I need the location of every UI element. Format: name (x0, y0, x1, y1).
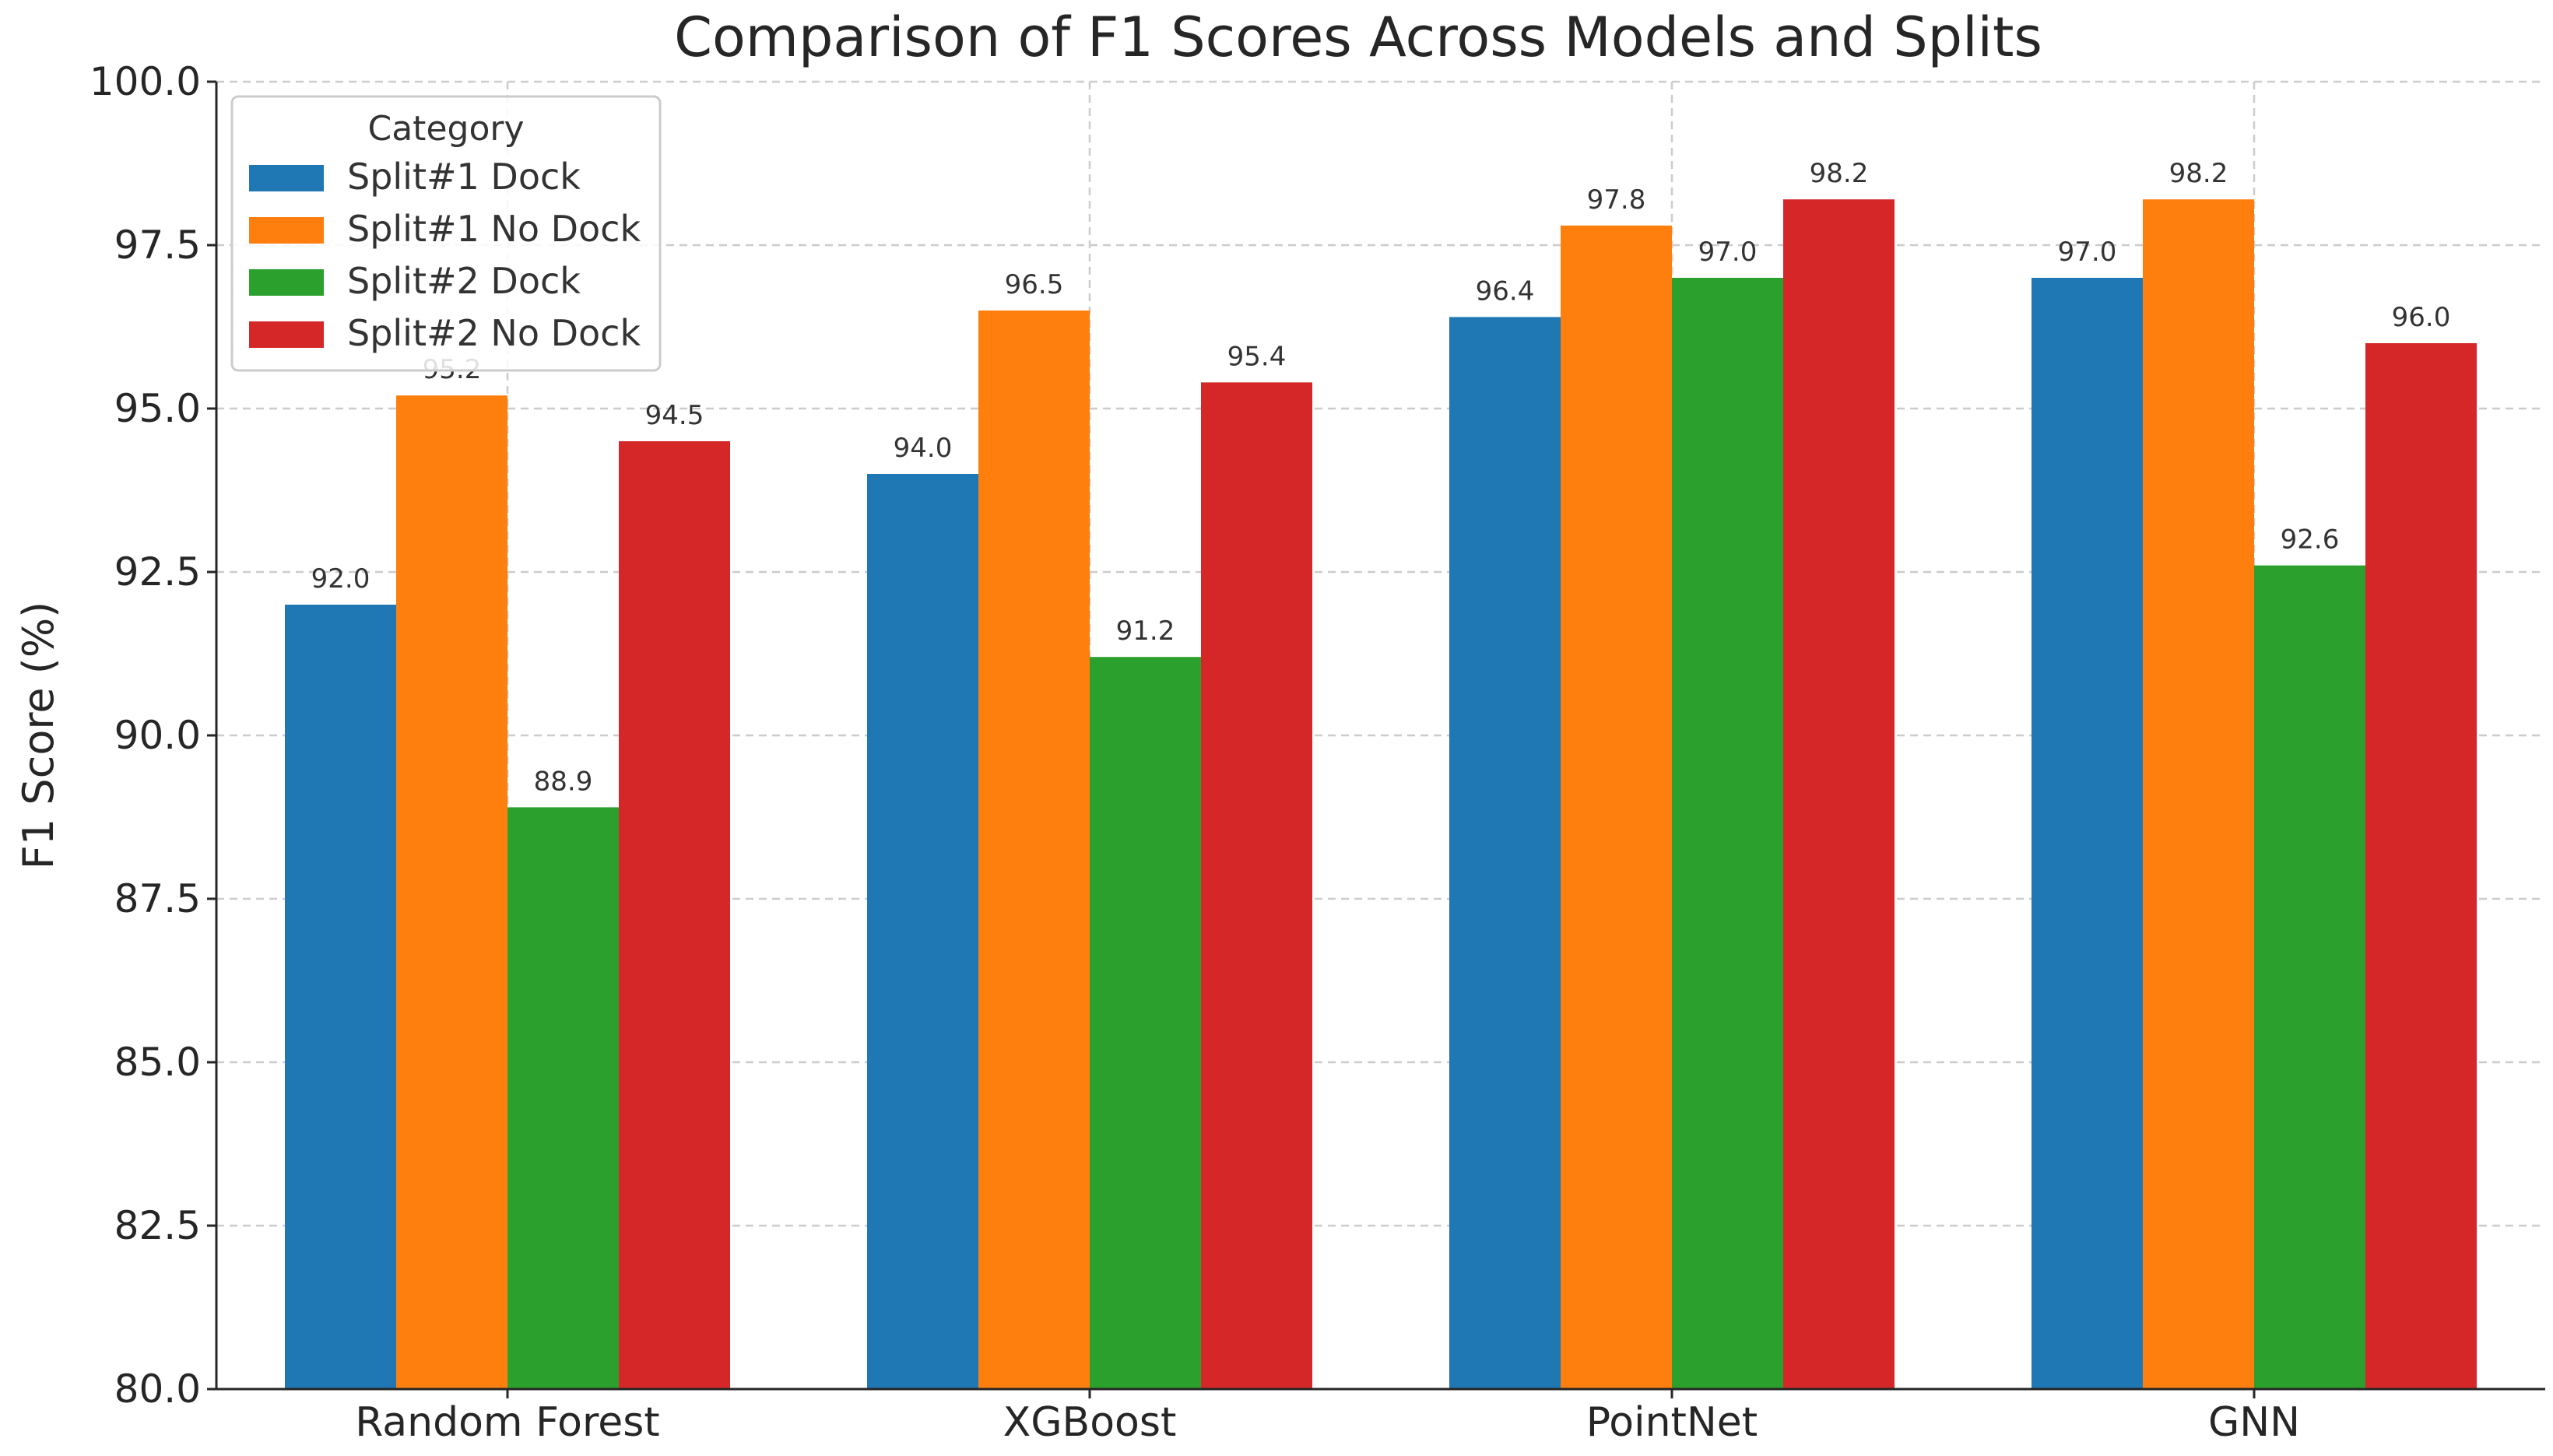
legend-swatch (249, 321, 324, 348)
data-label: 96.5 (1005, 269, 1064, 300)
y-tick-label: 85.0 (114, 1040, 201, 1085)
y-tick-label: 97.5 (114, 223, 201, 268)
legend-box (230, 95, 662, 372)
y-tick-label: 92.5 (114, 549, 201, 595)
data-label: 96.4 (1476, 275, 1535, 307)
bar (867, 474, 978, 1389)
y-axis-label: F1 Score (%) (14, 602, 63, 869)
x-tick-label: XGBoost (1003, 1399, 1177, 1446)
data-label: 94.5 (645, 400, 704, 431)
y-tick-label: 90.0 (114, 713, 201, 758)
bar (978, 310, 1090, 1389)
bars (285, 199, 2477, 1390)
x-tick-label: GNN (2208, 1399, 2300, 1446)
data-label: 91.2 (1116, 616, 1175, 647)
bar (1783, 199, 1895, 1390)
bar (1672, 278, 1783, 1389)
axes: 80.0 82.5 85.0 87.5 90.0 92.5 95.0 97.5 100.0 Ran… (90, 59, 2545, 1446)
legend-label: Split#1 No Dock (347, 208, 641, 250)
x-tick-label: PointNet (1586, 1399, 1758, 1446)
y-tick-label: 82.5 (114, 1203, 201, 1248)
y-tick-label: 95.0 (114, 386, 201, 431)
y-tick-label: 87.5 (114, 876, 201, 921)
bar (1090, 657, 1201, 1389)
y-tick-label: 80.0 (114, 1367, 201, 1412)
data-label: 96.0 (2392, 302, 2451, 333)
y-tick-label: 100.0 (90, 59, 201, 104)
legend-label: Split#1 Dock (347, 156, 581, 198)
data-label: 95.4 (1227, 341, 1287, 372)
x-tick-label: Random Forest (355, 1399, 659, 1446)
bar (619, 441, 730, 1389)
legend-label: Split#2 No Dock (347, 312, 641, 354)
bar (2254, 565, 2365, 1389)
legend-title: Category (368, 109, 525, 149)
legend-swatch (249, 165, 324, 191)
data-label: 94.0 (894, 433, 953, 464)
data-label: 92.6 (2281, 525, 2340, 556)
legend-label: Split#2 Dock (347, 260, 581, 302)
data-labels: 92.095.288.994.594.096.591.295.496.497.8… (311, 158, 2451, 797)
data-label: 98.2 (1810, 158, 1869, 189)
bar (1449, 317, 1561, 1389)
data-label: 98.2 (2169, 158, 2228, 189)
data-label: 97.8 (1587, 184, 1646, 216)
legend: Category Split#1 Dock Split#1 No Dock Split… (230, 95, 662, 372)
bar (507, 807, 619, 1389)
legend-swatch (249, 269, 324, 296)
chart-title: Comparison of F1 Scores Across Models an… (674, 5, 2042, 69)
data-label: 97.0 (1698, 237, 1758, 268)
bar (1561, 225, 1672, 1389)
bar (1201, 382, 1312, 1389)
bar (2143, 199, 2254, 1390)
data-label: 88.9 (534, 766, 593, 797)
bar (2365, 343, 2477, 1389)
bar (2032, 278, 2143, 1389)
legend-swatch (249, 217, 324, 244)
bar (396, 395, 507, 1390)
data-label: 97.0 (2058, 237, 2117, 268)
data-label: 92.0 (311, 563, 370, 595)
bar (285, 605, 396, 1389)
